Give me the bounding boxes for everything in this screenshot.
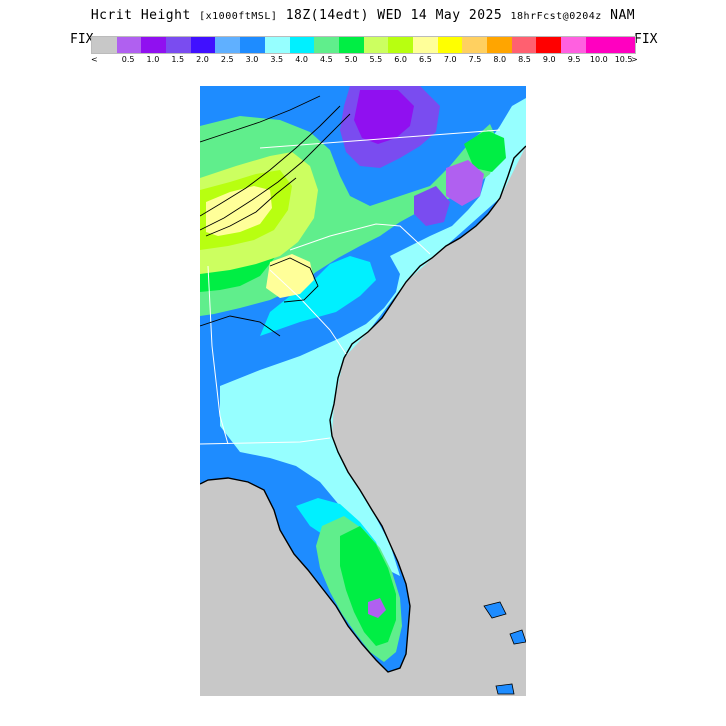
legend-tick-label: 6.0 bbox=[394, 55, 408, 64]
legend-tick-label: 4.5 bbox=[319, 55, 333, 64]
region-green-peninsula bbox=[340, 526, 396, 646]
legend-tick-label: 1.5 bbox=[171, 55, 185, 64]
legend-tick-label: 7.0 bbox=[443, 55, 457, 64]
contour-line bbox=[200, 95, 321, 143]
legend-swatch bbox=[363, 37, 389, 53]
legend-swatch bbox=[264, 37, 290, 53]
region-purple-core bbox=[354, 90, 414, 144]
contour-line bbox=[200, 315, 281, 337]
legend-swatch bbox=[190, 37, 216, 53]
state-border-nc-sc bbox=[289, 223, 431, 255]
island bbox=[495, 683, 515, 695]
state-border-ga-fl bbox=[200, 437, 331, 445]
region-purple-east bbox=[446, 160, 484, 206]
legend-tick-label: 3.0 bbox=[245, 55, 259, 64]
legend-swatch bbox=[116, 37, 142, 53]
region-pale-yellow bbox=[206, 186, 272, 236]
region-cyan bbox=[260, 256, 376, 336]
legend-swatch bbox=[388, 37, 413, 53]
legend-right-arrow: > bbox=[631, 55, 638, 64]
region-purple-south bbox=[368, 598, 386, 618]
legend-tick-label: 2.5 bbox=[220, 55, 234, 64]
region-light-cyan bbox=[220, 98, 526, 576]
legend-swatch bbox=[412, 37, 438, 53]
legend-left-arrow: < bbox=[91, 55, 98, 64]
color-legend-ticks: < > 0.5 1.0 1.5 2.0 2.5 3.0 3.5 4.0 4.5 5.0 5.5 6.0… bbox=[91, 55, 638, 67]
legend-tick-label: 10.0 bbox=[589, 55, 608, 64]
contour-line bbox=[269, 257, 319, 303]
legend-tick-label: 4.0 bbox=[295, 55, 308, 64]
region-green-carolinas bbox=[464, 130, 506, 172]
legend-swatch bbox=[585, 37, 611, 53]
state-border-va-nc bbox=[259, 129, 501, 149]
title-time: 18Z(14edt) WED 14 May 2025 bbox=[285, 8, 503, 23]
state-border-al-ga bbox=[207, 265, 229, 445]
forecast-map bbox=[200, 86, 526, 696]
legend-tick-label: 8.5 bbox=[518, 55, 531, 64]
legend-tick-label: 0.5 bbox=[121, 55, 135, 64]
region-pale-yellow-2 bbox=[266, 254, 314, 298]
legend-swatch bbox=[487, 37, 512, 53]
legend-swatch bbox=[215, 37, 241, 53]
title-model: NAM bbox=[610, 8, 636, 23]
legend-swatch bbox=[289, 37, 315, 53]
legend-swatch bbox=[511, 37, 537, 53]
legend-swatch bbox=[166, 37, 191, 53]
legend-swatch bbox=[141, 37, 167, 53]
legend-swatch bbox=[462, 37, 487, 53]
fix-label-right: FIX bbox=[634, 32, 658, 47]
region-purple-mid bbox=[414, 186, 450, 226]
title-forecast: 18hrFcst@0204z bbox=[510, 11, 602, 22]
legend-tick-label: 3.5 bbox=[270, 55, 284, 64]
title-units: [x1000ftMSL] bbox=[199, 11, 278, 22]
island bbox=[483, 601, 507, 619]
legend-swatch bbox=[314, 37, 339, 53]
color-legend bbox=[91, 36, 636, 54]
legend-swatch bbox=[561, 37, 586, 53]
legend-tick-label: 9.0 bbox=[542, 55, 556, 64]
legend-tick-label: 5.5 bbox=[369, 55, 383, 64]
legend-tick-label: 8.0 bbox=[493, 55, 507, 64]
legend-tick-label: 1.0 bbox=[146, 55, 160, 64]
legend-tick-label: 10.5 bbox=[614, 55, 633, 64]
legend-swatch bbox=[92, 37, 117, 53]
legend-tick-label: 2.0 bbox=[196, 55, 209, 64]
legend-tick-label: 7.5 bbox=[468, 55, 482, 64]
legend-tick-label: 9.5 bbox=[567, 55, 581, 64]
fix-label-left: FIX bbox=[70, 32, 94, 47]
legend-swatch bbox=[437, 37, 463, 53]
legend-swatch bbox=[338, 37, 364, 53]
contour-line bbox=[205, 177, 297, 237]
legend-tick-label: 5.0 bbox=[344, 55, 358, 64]
coastline bbox=[200, 145, 526, 673]
legend-swatch bbox=[240, 37, 265, 53]
title-main: Hcrit Height bbox=[90, 8, 191, 23]
contour-line bbox=[200, 105, 341, 217]
chart-title: Hcrit Height [x1000ftMSL] 18Z(14edt) WED… bbox=[0, 8, 726, 23]
legend-swatch bbox=[536, 37, 562, 53]
legend-tick-label: 6.5 bbox=[419, 55, 432, 64]
island bbox=[509, 629, 526, 645]
legend-swatch bbox=[610, 37, 636, 53]
contour-line bbox=[200, 113, 351, 231]
state-border-ga-sc bbox=[269, 269, 347, 355]
